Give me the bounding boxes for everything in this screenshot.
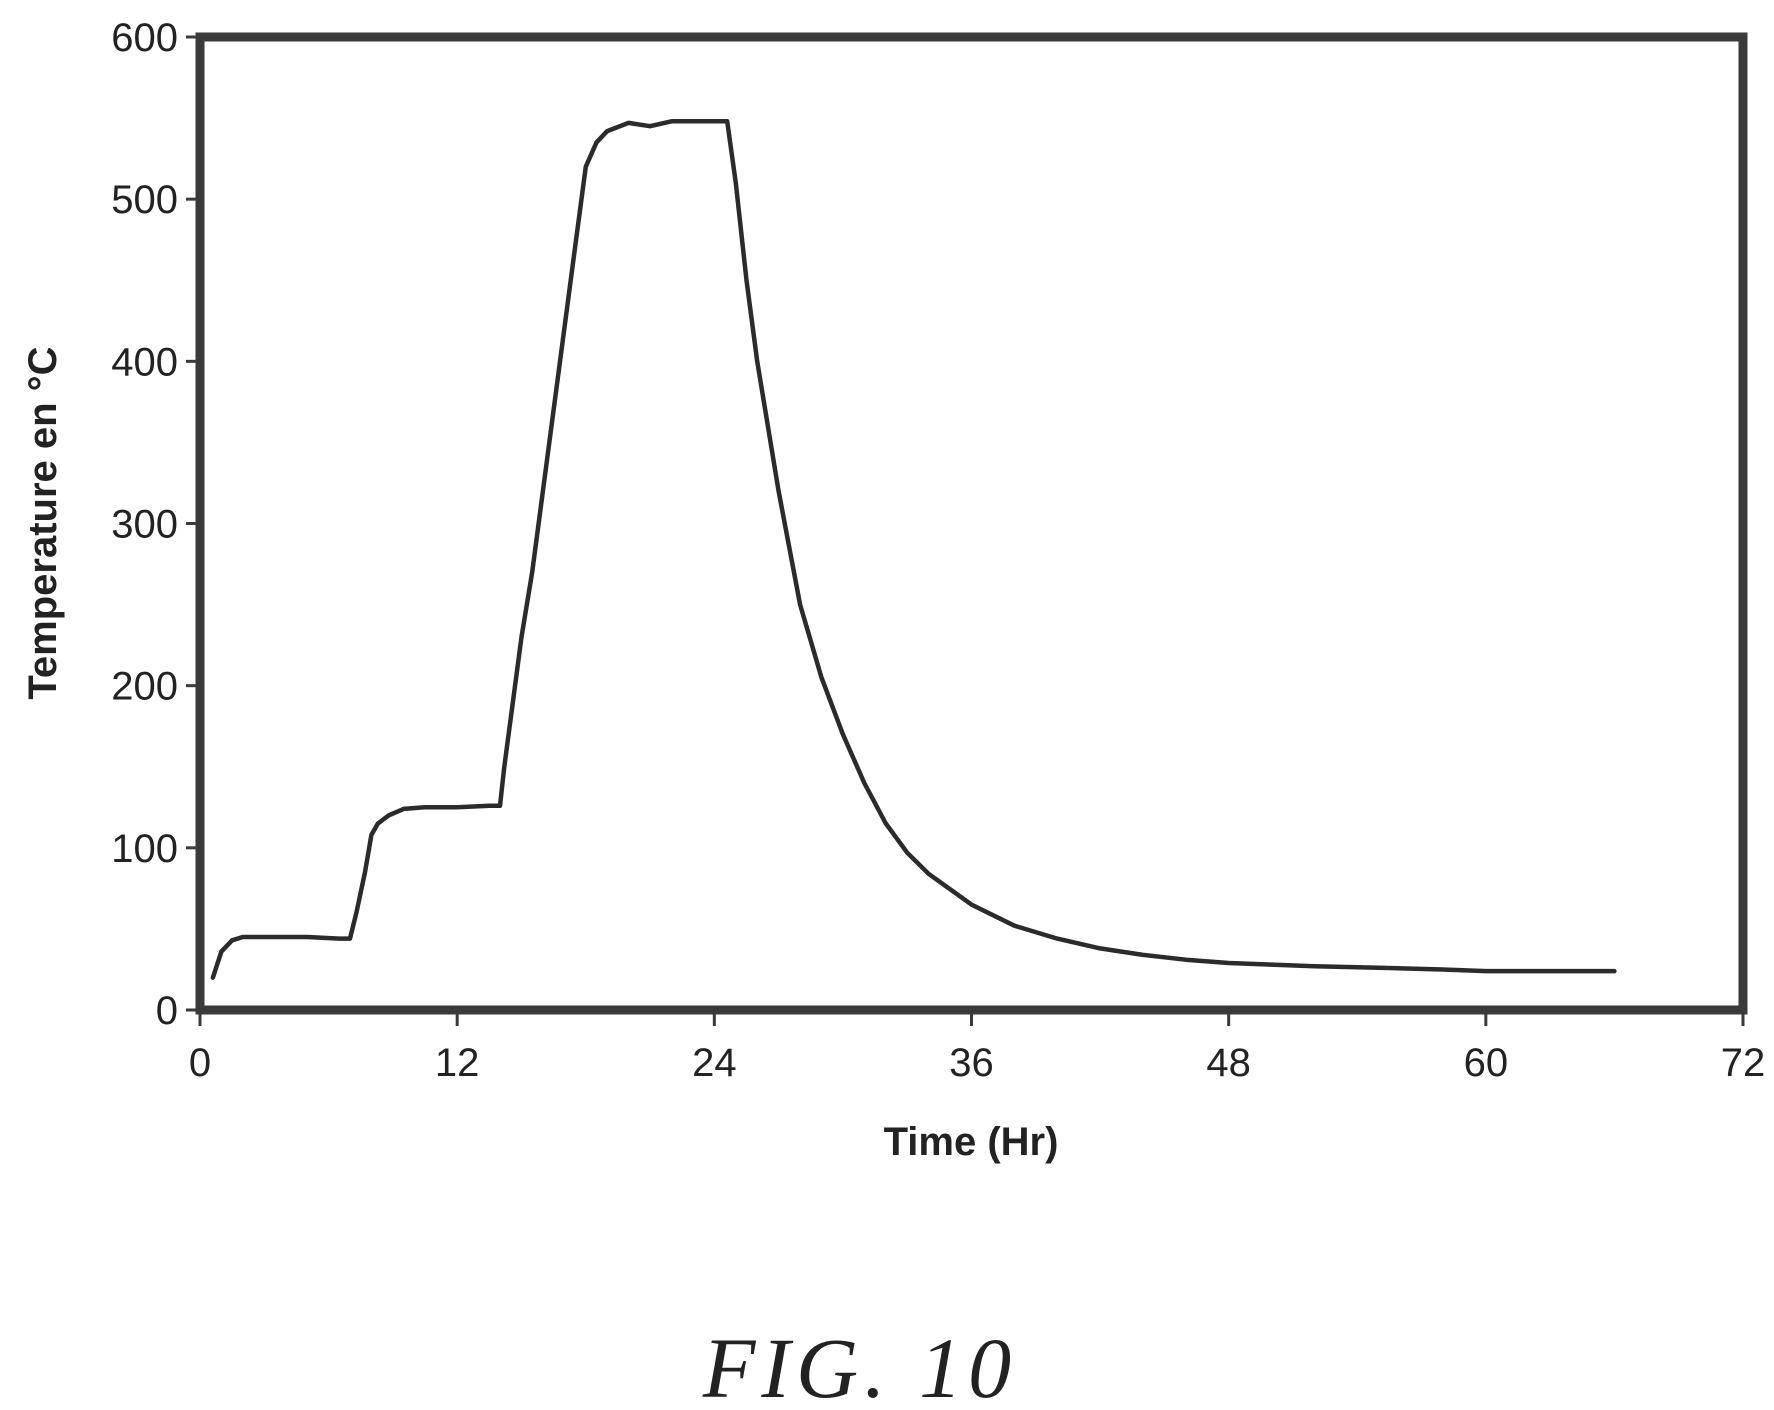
y-tick-label: 200 [111,665,178,709]
temperature-series-line [210,119,1617,980]
plot-frame [195,32,1748,1015]
x-tick-label: 48 [1206,1041,1251,1085]
y-tick-label: 0 [156,989,178,1033]
y-tick-label: 600 [111,16,178,60]
y-tick-label: 300 [111,503,178,547]
x-tick-label: 72 [1721,1041,1766,1085]
y-axis-ticks: 0 100 200 300 400 500 600 [111,16,200,1033]
x-tick-label: 36 [949,1041,994,1085]
x-tick-label: 24 [692,1041,737,1085]
x-tick-label: 12 [435,1041,480,1085]
y-tick-label: 100 [111,827,178,871]
x-tick-label: 0 [189,1041,211,1085]
y-axis-title: Temperature en °C [21,346,65,699]
x-tick-label: 60 [1464,1041,1509,1085]
x-axis-title: Time (Hr) [884,1120,1059,1164]
y-tick-label: 400 [111,340,178,384]
x-axis-ticks: 0 12 24 36 48 60 72 [189,1010,1765,1085]
figure-caption: FIG. 10 [702,1320,1017,1410]
y-tick-label: 500 [111,178,178,222]
